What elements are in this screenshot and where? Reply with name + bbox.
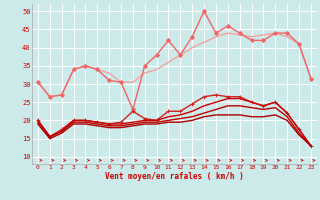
X-axis label: Vent moyen/en rafales ( km/h ): Vent moyen/en rafales ( km/h ) xyxy=(105,172,244,181)
